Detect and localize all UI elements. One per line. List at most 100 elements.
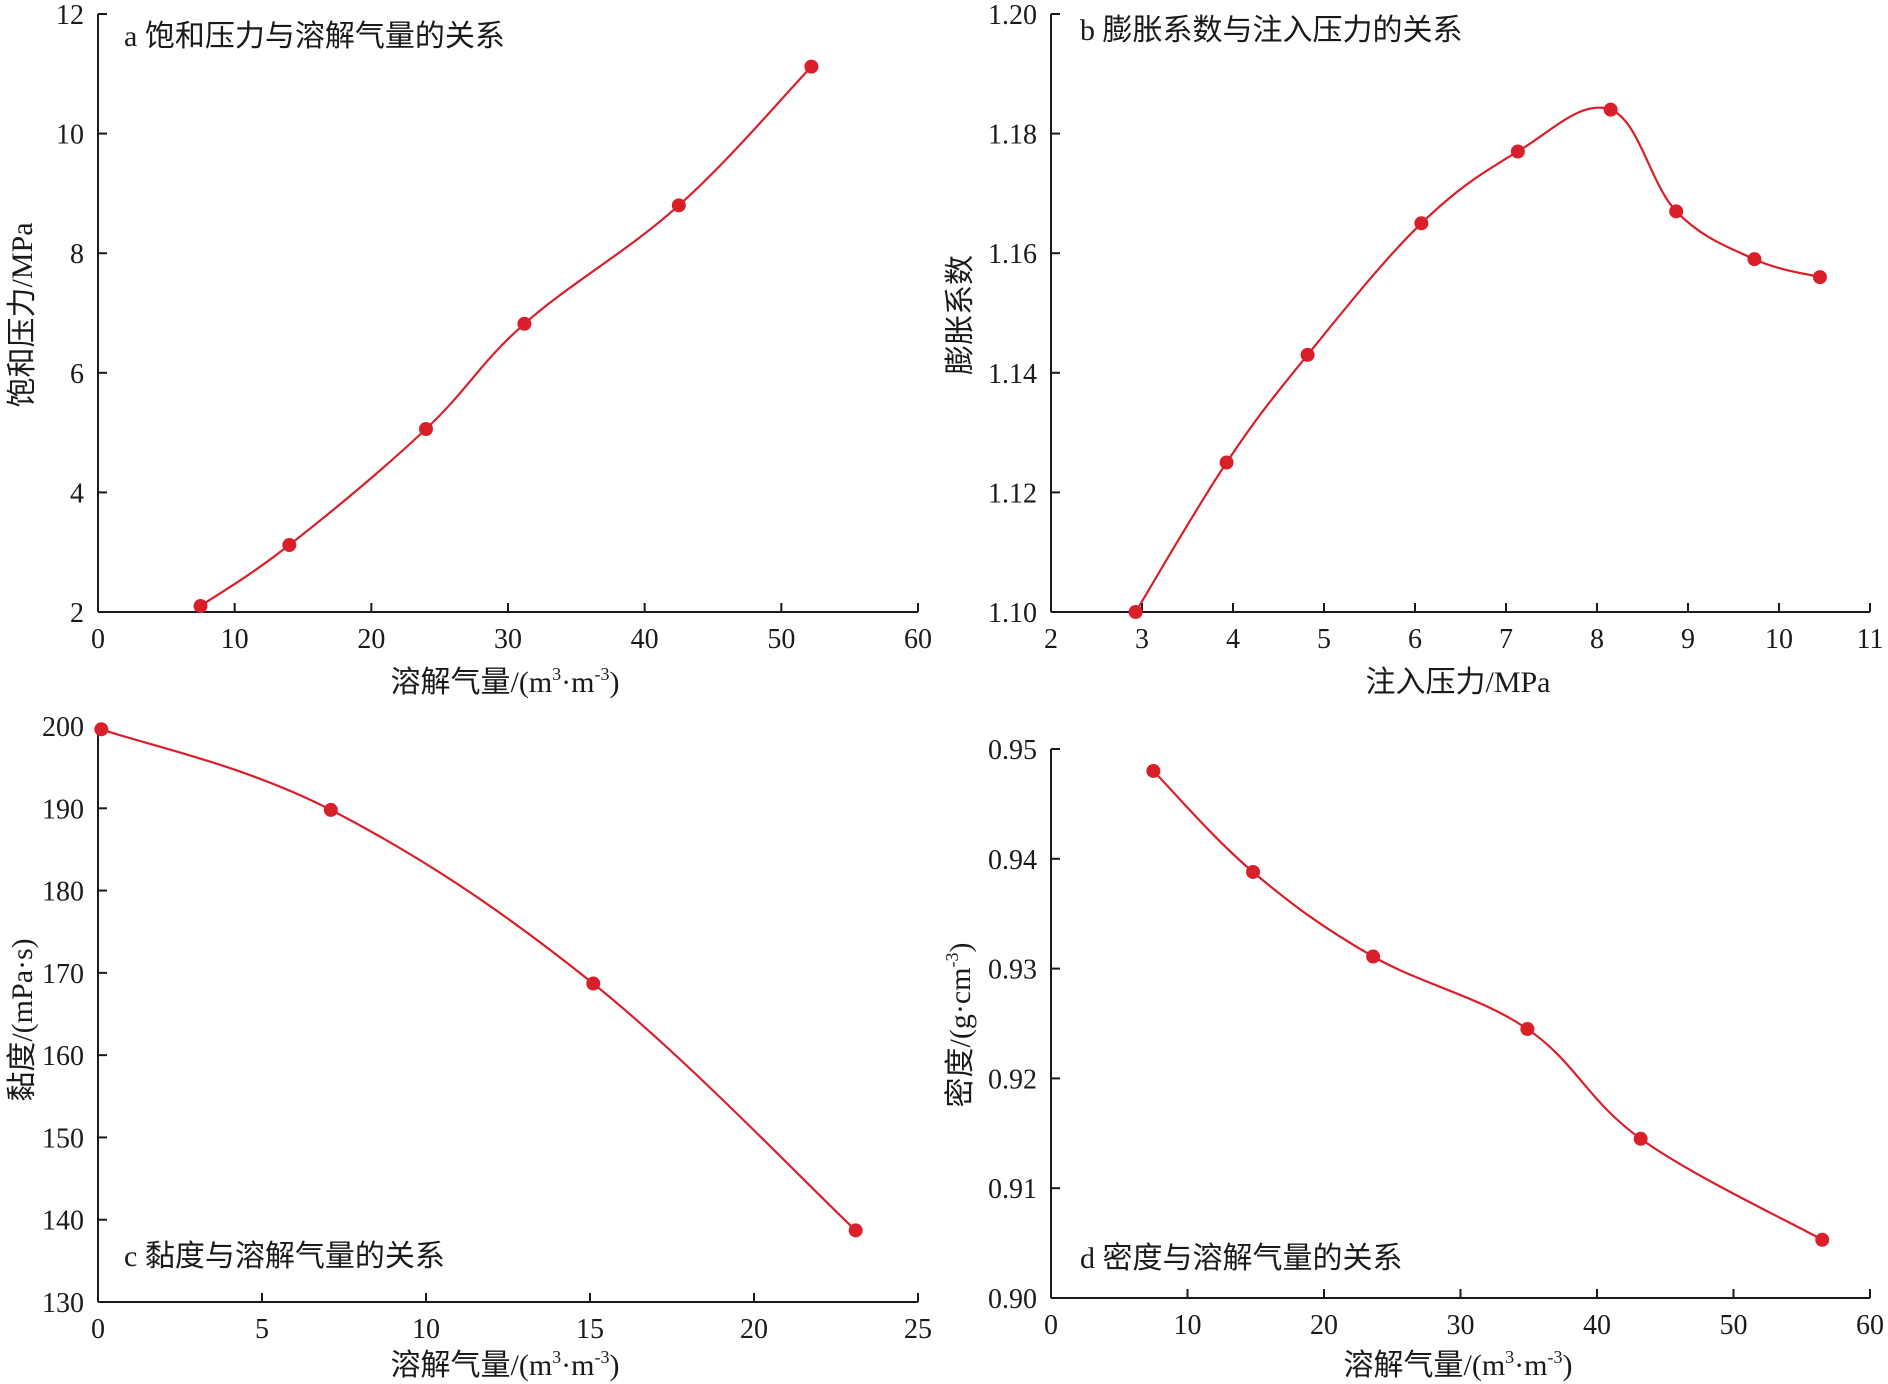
data-point [1128, 605, 1143, 619]
y-tick-label: 0.92 [988, 1064, 1037, 1095]
x-tick-label: 4 [1226, 624, 1240, 655]
data-point [1812, 270, 1827, 285]
x-tick-label: 20 [357, 624, 385, 655]
axes [97, 726, 918, 1303]
x-tick-label: 5 [255, 1314, 269, 1345]
chart-title: a 饱和压力与溶解气量的关系 [124, 20, 505, 53]
x-tick-label: 60 [904, 624, 932, 655]
x-tick-label: 40 [631, 624, 659, 655]
series-markers [1146, 763, 1830, 1247]
axes [97, 14, 918, 613]
y-tick-label: 1.10 [988, 598, 1037, 629]
chart-panel-b: 2 3 4 5 6 7 8 9 10 11 1.10 1.12 1.14 1.16 1.18 1.20 b … [944, 0, 1883, 699]
y-axis-label: 饱和压力/MPa [6, 222, 39, 407]
chart-title: c 黏度与溶解气量的关系 [124, 1240, 445, 1273]
x-ticks: 0 10 20 30 40 50 60 [91, 603, 932, 655]
y-tick-label: 4 [70, 478, 84, 509]
x-tick-label: 3 [1135, 624, 1149, 655]
x-tick-label: 10 [412, 1314, 440, 1345]
data-point [1300, 347, 1315, 362]
data-point [586, 976, 601, 991]
y-tick-label: 190 [42, 794, 84, 825]
y-tick-label: 170 [42, 959, 84, 990]
y-axis-label: 密度/(g·cm-3) [942, 943, 977, 1108]
x-tick-label: 7 [1499, 624, 1513, 655]
y-axis-label: 膨胀系数 [944, 255, 977, 375]
data-point [804, 59, 819, 74]
data-point [1510, 144, 1525, 159]
data-point [282, 538, 297, 553]
y-tick-label: 10 [56, 120, 84, 151]
x-ticks: 0 10 20 30 40 50 60 [1044, 1289, 1884, 1341]
chart-title: b 膨胀系数与注入压力的关系 [1080, 14, 1463, 47]
x-axis-label: 溶解气量/(m3·m-3) [391, 664, 620, 699]
data-point [1414, 216, 1429, 231]
x-tick-label: 2 [1044, 624, 1058, 655]
x-tick-label: 6 [1408, 624, 1422, 655]
y-tick-label: 1.20 [988, 0, 1037, 31]
data-point [1669, 204, 1684, 219]
x-tick-label: 30 [1447, 1310, 1475, 1341]
data-point [1246, 864, 1261, 879]
y-tick-label: 1.14 [988, 359, 1037, 390]
y-tick-label: 0.90 [988, 1284, 1037, 1315]
x-tick-label: 9 [1681, 624, 1695, 655]
x-tick-label: 15 [576, 1314, 604, 1345]
x-tick-label: 20 [1310, 1310, 1338, 1341]
y-tick-label: 2 [70, 598, 84, 629]
x-tick-label: 5 [1317, 624, 1331, 655]
y-ticks: 1.10 1.12 1.14 1.16 1.18 1.20 [988, 0, 1060, 629]
chart-panel-a: 0 10 20 30 40 50 60 2 4 6 8 10 12 a 饱和压力与溶解气量的关系 溶解… [6, 0, 932, 699]
y-axis-label: 黏度/(mPa·s) [6, 938, 39, 1101]
y-tick-label: 180 [42, 877, 84, 908]
x-tick-label: 0 [91, 624, 105, 655]
chart-panel-d: 0 10 20 30 40 50 60 0.90 0.91 0.92 0.93 0.94 0.95 d… [942, 735, 1884, 1382]
y-tick-label: 130 [42, 1288, 84, 1319]
x-tick-label: 10 [1174, 1310, 1202, 1341]
x-tick-label: 50 [767, 624, 795, 655]
data-point [1146, 763, 1161, 778]
x-tick-label: 0 [91, 1314, 105, 1345]
x-ticks: 2 3 4 5 6 7 8 9 10 11 [1044, 603, 1883, 655]
x-tick-label: 40 [1583, 1310, 1611, 1341]
data-point [1815, 1232, 1830, 1247]
x-tick-label: 50 [1720, 1310, 1748, 1341]
x-tick-label: 10 [1765, 624, 1793, 655]
axes [1050, 749, 1870, 1299]
x-tick-label: 30 [494, 624, 522, 655]
x-tick-label: 60 [1856, 1310, 1884, 1341]
y-tick-label: 6 [70, 359, 84, 390]
chart-panel-c: 0 5 10 15 20 25 130 140 150 160 170 180 190 200 c 黏度… [6, 712, 932, 1382]
series-line [100, 728, 857, 1232]
y-ticks: 0.90 0.91 0.92 0.93 0.94 0.95 [988, 735, 1060, 1315]
chart-title: d 密度与溶解气量的关系 [1080, 1242, 1403, 1275]
series-line [199, 65, 813, 607]
y-ticks: 2 4 6 8 10 12 [56, 0, 107, 629]
y-tick-label: 200 [42, 712, 84, 743]
data-point [517, 316, 532, 331]
y-tick-label: 0.94 [988, 845, 1037, 876]
y-ticks: 130 140 150 160 170 180 190 200 [42, 712, 107, 1319]
x-tick-label: 11 [1857, 624, 1884, 655]
y-tick-label: 140 [42, 1206, 84, 1237]
x-tick-label: 0 [1044, 1310, 1058, 1341]
x-tick-label: 10 [221, 624, 249, 655]
y-tick-label: 12 [56, 0, 84, 31]
y-tick-label: 8 [70, 239, 84, 270]
y-tick-label: 1.16 [988, 239, 1037, 270]
x-tick-label: 25 [904, 1314, 932, 1345]
series-line [1134, 106, 1821, 613]
series-line [1152, 770, 1823, 1241]
data-point [848, 1223, 863, 1238]
data-point [671, 198, 686, 213]
data-point [1633, 1131, 1648, 1146]
data-point [323, 802, 338, 817]
y-tick-label: 0.91 [988, 1174, 1037, 1205]
data-point [1520, 1021, 1535, 1036]
y-tick-label: 0.93 [988, 955, 1037, 986]
y-tick-label: 160 [42, 1041, 84, 1072]
data-point [1366, 949, 1381, 964]
x-axis-label: 溶解气量/(m3·m-3) [391, 1347, 620, 1382]
y-tick-label: 1.12 [988, 478, 1037, 509]
